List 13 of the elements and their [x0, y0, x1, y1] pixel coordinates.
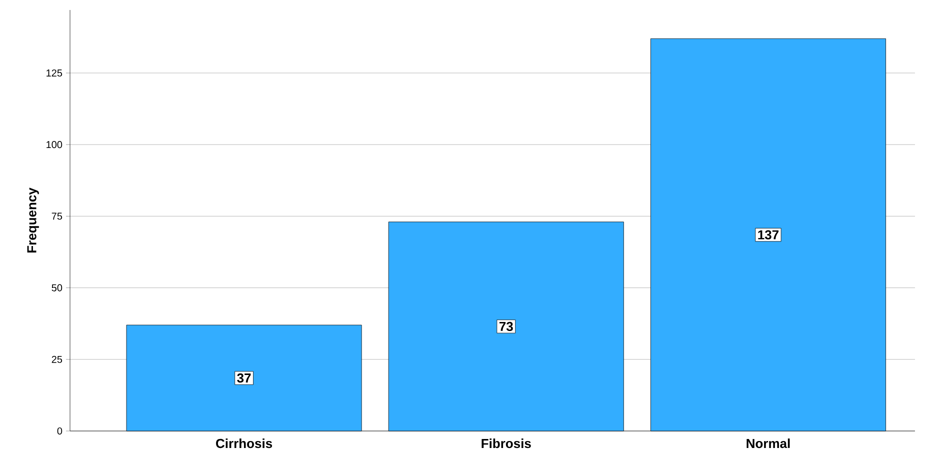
y-tick-label: 125 — [46, 69, 62, 77]
y-axis-title: Frequency — [27, 188, 39, 252]
x-tick-label: Cirrhosis — [216, 438, 272, 448]
y-tick-label: 50 — [52, 284, 62, 292]
y-tick-label: 0 — [57, 427, 62, 435]
y-tick-label: 25 — [52, 356, 62, 363]
x-tick-label: Normal — [746, 438, 790, 448]
data-label: 37 — [237, 373, 251, 383]
data-label: 73 — [499, 322, 513, 332]
y-tick-label: 75 — [52, 212, 62, 220]
x-tick-label: Fibrosis — [482, 438, 531, 448]
y-tick-label: 100 — [46, 141, 62, 148]
data-label: 137 — [758, 230, 779, 240]
